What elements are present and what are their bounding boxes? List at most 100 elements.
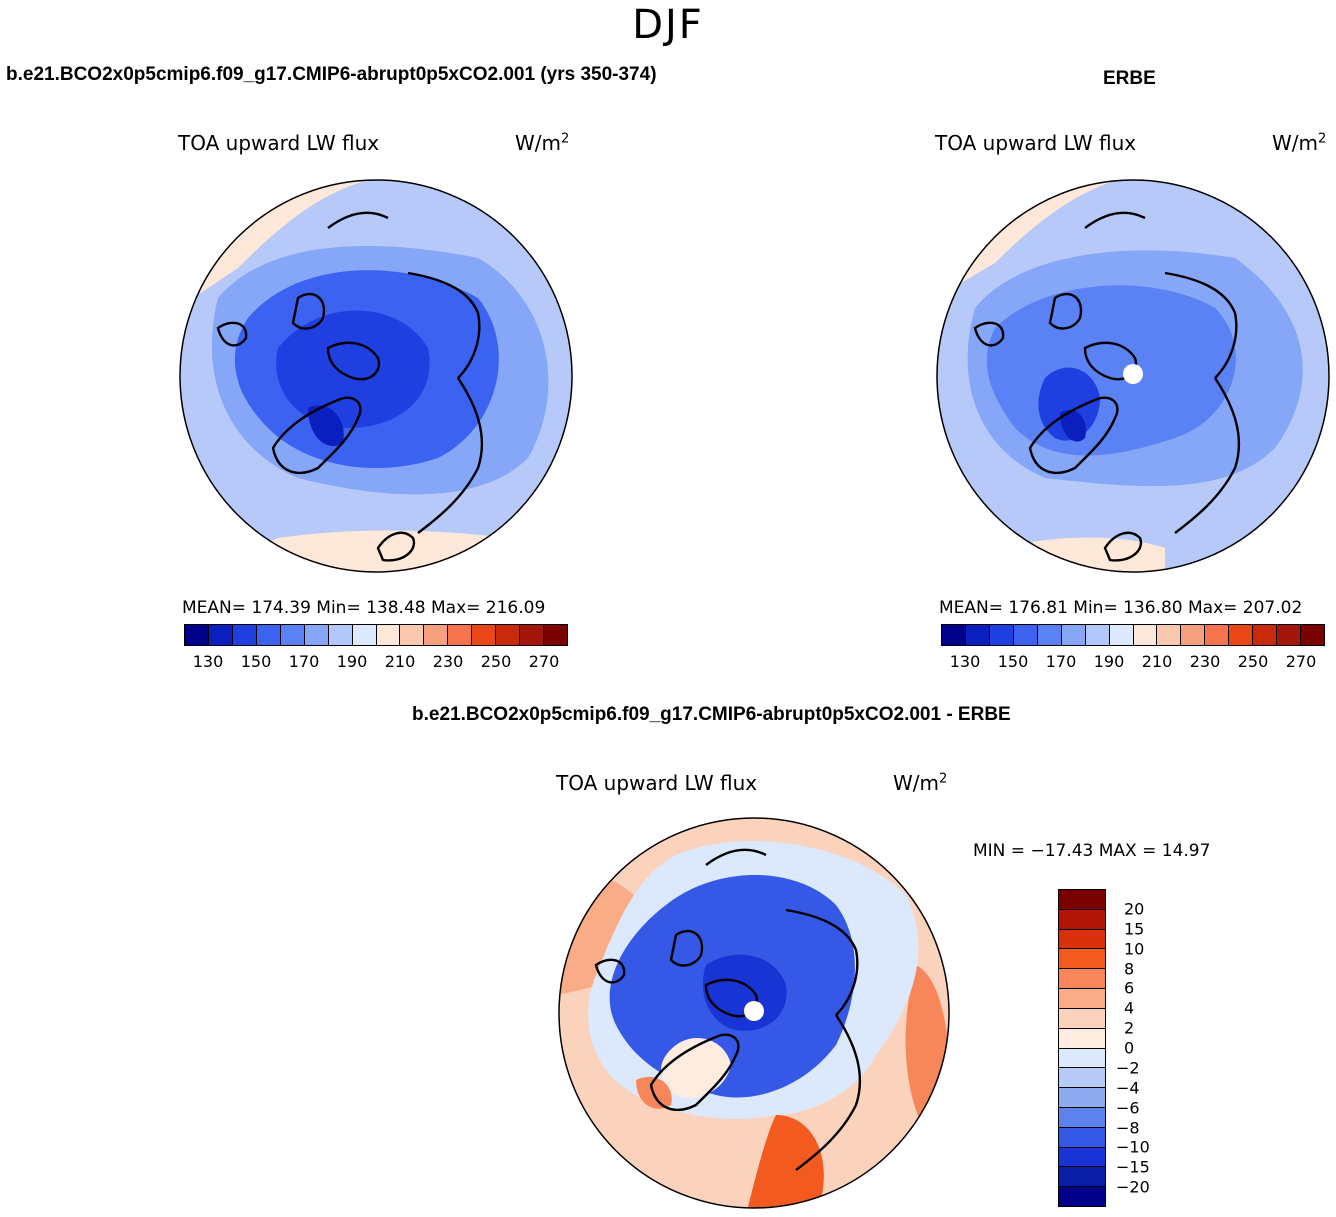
colorbar-swatch — [520, 625, 545, 645]
colorbar-tick-label: 10 — [1124, 939, 1145, 959]
obs-colorbar-ticks: 130 150 170 190 210 230 250 270 — [941, 652, 1325, 672]
model-colorbar-ticks: 130 150 170 190 210 230 250 270 — [184, 652, 568, 672]
diff-stats: MIN = −17.43 MAX = 14.97 — [973, 841, 1211, 861]
map-field-greenland-anomaly — [661, 1037, 731, 1099]
diff-colorbar — [1058, 889, 1106, 1207]
colorbar-tick-label: 270 — [528, 652, 560, 671]
colorbar-swatch — [1277, 625, 1302, 645]
colorbar-swatch — [328, 625, 353, 645]
colorbar-tick-label: 170 — [288, 652, 320, 671]
colorbar-swatch — [280, 625, 305, 645]
colorbar-swatch — [472, 625, 497, 645]
colorbar-swatch — [1059, 1127, 1105, 1148]
obs-units-label: W/m2 — [1272, 131, 1327, 155]
colorbar-swatch — [1085, 625, 1110, 645]
colorbar-tick-label: −2 — [1116, 1058, 1140, 1078]
colorbar-swatch — [1059, 909, 1105, 930]
colorbar-tick-label: 6 — [1124, 978, 1135, 998]
diff-case-title: b.e21.BCO2x0p5cmip6.f09_g17.CMIP6-abrupt… — [412, 704, 1011, 725]
figure-title: DJF — [632, 2, 704, 48]
map-field-coldest — [308, 405, 344, 447]
map-boundary — [179, 179, 573, 573]
diff-units-label: W/m2 — [893, 771, 948, 795]
diff-polar-map — [558, 817, 950, 1209]
colorbar-swatch — [1059, 1167, 1105, 1188]
colorbar-swatch — [1059, 1008, 1105, 1029]
colorbar-swatch — [185, 625, 209, 645]
colorbar-swatch — [1037, 625, 1062, 645]
obs-variable-label: TOA upward LW flux — [935, 131, 1137, 155]
colorbar-tick-label: 190 — [1093, 652, 1125, 671]
colorbar-swatch — [1301, 625, 1324, 645]
colorbar-swatch — [304, 625, 329, 645]
colorbar-tick-label: 130 — [949, 652, 981, 671]
colorbar-swatch — [424, 625, 449, 645]
colorbar-swatch — [1059, 929, 1105, 950]
colorbar-swatch — [256, 625, 281, 645]
colorbar-tick-label: −6 — [1116, 1098, 1140, 1118]
colorbar-swatch — [352, 625, 377, 645]
colorbar-swatch — [1059, 1048, 1105, 1069]
colorbar-tick-label: 190 — [336, 652, 368, 671]
colorbar-swatch — [1181, 625, 1206, 645]
colorbar-swatch — [1059, 1028, 1105, 1049]
colorbar-swatch — [1229, 625, 1254, 645]
colorbar-tick-label: 8 — [1124, 959, 1135, 978]
colorbar-tick-label: 4 — [1124, 998, 1135, 1018]
colorbar-tick-label: 15 — [1124, 919, 1145, 939]
colorbar-swatch — [400, 625, 425, 645]
obs-case-title: ERBE — [1103, 68, 1156, 89]
colorbar-swatch — [208, 625, 233, 645]
colorbar-swatch — [1059, 989, 1105, 1009]
colorbar-swatch — [1059, 890, 1105, 910]
colorbar-tick-label: 2 — [1124, 1018, 1135, 1038]
model-variable-label: TOA upward LW flux — [178, 131, 380, 155]
model-units-label: W/m2 — [515, 131, 570, 155]
colorbar-swatch — [1059, 1068, 1105, 1089]
colorbar-swatch — [376, 625, 401, 645]
colorbar-swatch — [1013, 625, 1038, 645]
colorbar-swatch — [1253, 625, 1278, 645]
diff-colorbar-ticks: 20 15 10 8 6 4 2 0 −2 −4 −6 −8 −10 −15 −20 — [1116, 889, 1176, 1207]
colorbar-tick-label: 230 — [432, 652, 464, 671]
colorbar-tick-label: 250 — [1237, 652, 1269, 671]
model-case-title: b.e21.BCO2x0p5cmip6.f09_g17.CMIP6-abrupt… — [6, 64, 657, 85]
map-coastlines — [216, 211, 484, 562]
map-boundary — [936, 179, 1330, 573]
colorbar-swatch — [989, 625, 1014, 645]
colorbar-swatch — [1109, 625, 1134, 645]
map-field-cold — [276, 310, 430, 428]
map-boundary — [558, 817, 950, 1209]
colorbar-swatch — [1059, 1088, 1105, 1108]
colorbar-tick-label: −4 — [1116, 1078, 1140, 1098]
colorbar-tick-label: 150 — [240, 652, 272, 671]
colorbar-swatch — [1059, 1187, 1105, 1206]
model-polar-map — [179, 179, 573, 573]
colorbar-tick-label: 0 — [1124, 1038, 1135, 1058]
colorbar-swatch — [1061, 625, 1086, 645]
obs-stats: MEAN= 176.81 Min= 136.80 Max= 207.02 — [939, 598, 1303, 618]
diff-variable-label: TOA upward LW flux — [556, 771, 758, 795]
colorbar-swatch — [448, 625, 473, 645]
colorbar-swatch — [965, 625, 990, 645]
map-field-outer-warm-south — [180, 530, 572, 572]
colorbar-tick-label: 210 — [1141, 652, 1173, 671]
colorbar-swatch — [544, 625, 567, 645]
colorbar-swatch — [1157, 625, 1182, 645]
colorbar-swatch — [1059, 1107, 1105, 1128]
obs-polar-map — [936, 179, 1330, 573]
colorbar-tick-label: 20 — [1124, 899, 1145, 919]
colorbar-tick-label: 270 — [1285, 652, 1317, 671]
colorbar-tick-label: −8 — [1116, 1118, 1140, 1137]
colorbar-tick-label: −20 — [1116, 1177, 1150, 1197]
colorbar-swatch — [1059, 949, 1105, 970]
colorbar-tick-label: 250 — [480, 652, 512, 671]
map-field-coldest — [1060, 409, 1086, 442]
colorbar-tick-label: −10 — [1116, 1137, 1150, 1157]
colorbar-tick-label: 130 — [192, 652, 224, 671]
obs-colorbar — [941, 624, 1325, 646]
colorbar-tick-label: 230 — [1189, 652, 1221, 671]
model-colorbar — [184, 624, 568, 646]
colorbar-swatch — [1059, 1147, 1105, 1168]
map-field-warm-bottom — [746, 1115, 824, 1208]
